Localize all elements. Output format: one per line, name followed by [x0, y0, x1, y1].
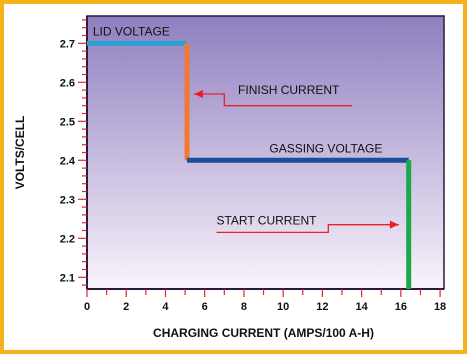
y-tick-label: 2.3: [60, 194, 75, 206]
y-tick-label: 2.2: [60, 233, 75, 245]
y-tick-label: 2.7: [60, 38, 75, 50]
y-tick-label: 2.6: [60, 77, 75, 89]
x-tick-label: 10: [277, 301, 289, 313]
arrowhead-start-current: [389, 220, 399, 229]
arrowhead-finish-current: [193, 90, 203, 98]
annotation-lid-voltage: LID VOLTAGE: [93, 25, 170, 39]
x-tick-label: 2: [123, 301, 129, 313]
annotation-start-current: START CURRENT: [216, 214, 317, 228]
y-tick-label: 2.5: [60, 116, 75, 128]
arrow-finish-current: [193, 93, 352, 107]
axis-ticks: [78, 19, 441, 297]
y-tick-label: 2.4: [60, 155, 76, 167]
y-tick-label: 2.1: [60, 272, 75, 284]
x-axis-label: CHARGING CURRENT (AMPS/100 A-H): [153, 326, 374, 340]
chart-series: [87, 40, 412, 289]
x-tick-label: 6: [202, 301, 208, 313]
x-tick-label: 16: [395, 301, 407, 313]
chart-annotations: LID VOLTAGE FINISH CURRENT GASSING VOLTAGE…: [93, 25, 399, 234]
x-tick-label: 14: [355, 301, 368, 313]
x-tick-label: 4: [162, 301, 169, 313]
x-tick-label: 0: [84, 301, 90, 313]
annotation-finish-current: FINISH CURRENT: [238, 83, 340, 97]
annotation-gassing-voltage: GASSING VOLTAGE: [269, 142, 382, 156]
x-tick-label: 18: [434, 301, 446, 313]
axis-tick-labels: 0 2 4 6 8 10 12 14 16 18 2.1 2.2 2.3 2.4 2.5 2.6 2.7: [60, 38, 446, 313]
arrow-start-current: [216, 224, 399, 234]
y-axis-label: VOLTS/CELL: [13, 116, 27, 190]
plot-area: [86, 15, 445, 290]
x-tick-label: 8: [241, 301, 247, 313]
x-tick-label: 12: [316, 301, 328, 313]
